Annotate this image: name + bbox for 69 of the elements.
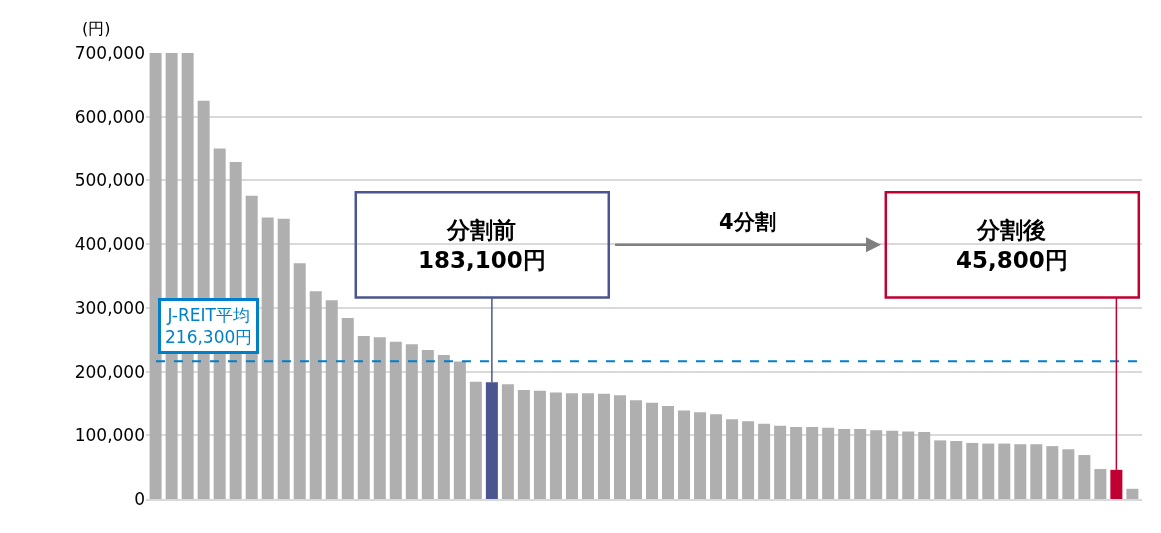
bar (261, 217, 274, 499)
bar (549, 392, 562, 499)
bar (934, 440, 947, 499)
bar (469, 381, 482, 499)
bar (774, 425, 787, 499)
bar (421, 349, 434, 499)
bar (966, 442, 979, 499)
bar (341, 318, 354, 499)
y-tick-label: 600,000 (74, 106, 145, 127)
y-tick-label: 700,000 (74, 42, 145, 63)
bar (694, 412, 707, 499)
bar (902, 431, 915, 499)
bar (870, 430, 883, 499)
y-tick-label: 100,000 (74, 425, 145, 446)
bar (389, 341, 402, 499)
annotation: 分割後 45,800円 (956, 217, 1068, 273)
bar (806, 427, 819, 499)
y-tick-label: 300,000 (74, 297, 145, 318)
bar (950, 441, 963, 499)
y-tick-label: 500,000 (74, 170, 145, 191)
y-tick-label: 0 (134, 488, 145, 509)
bar (533, 390, 546, 499)
bar (453, 361, 466, 499)
bar (790, 427, 803, 499)
bar (678, 410, 691, 499)
bar (325, 300, 338, 499)
bar (998, 443, 1011, 499)
bar (918, 432, 931, 499)
annotation: 4分割 (719, 210, 776, 234)
bar (710, 414, 723, 499)
bar (886, 430, 899, 499)
bar (613, 395, 626, 499)
bar (581, 393, 594, 499)
bar (405, 344, 418, 499)
bar (1030, 444, 1043, 499)
bar (1062, 449, 1075, 499)
bar (1110, 469, 1123, 499)
bar (1014, 444, 1027, 499)
bar (357, 335, 370, 499)
bar (565, 393, 578, 499)
bar (838, 428, 851, 499)
y-axis-title: (円) (82, 19, 111, 38)
bar (1078, 455, 1091, 499)
bar (726, 419, 739, 499)
bar (662, 405, 675, 499)
bar (629, 400, 642, 499)
annotation: 分割前 183,100円 (418, 217, 546, 273)
bar (1046, 446, 1059, 499)
bar (758, 423, 771, 499)
bar (485, 382, 498, 499)
bar (597, 393, 610, 499)
bar (149, 53, 162, 499)
bar (309, 291, 322, 499)
bar (277, 218, 290, 499)
ref-line-label: J-REIT平均 216,300円 (165, 305, 253, 348)
bar (822, 427, 835, 499)
bar (646, 402, 659, 499)
y-tick-label: 200,000 (74, 361, 145, 382)
bar (742, 421, 755, 499)
bar (501, 384, 514, 499)
bar (437, 355, 450, 499)
bar (1126, 488, 1139, 499)
y-tick-label: 400,000 (74, 234, 145, 255)
bar (854, 428, 867, 499)
bar (293, 263, 306, 499)
bar (982, 443, 995, 499)
bar (373, 337, 386, 499)
bar (517, 390, 530, 499)
bar (1094, 469, 1107, 499)
